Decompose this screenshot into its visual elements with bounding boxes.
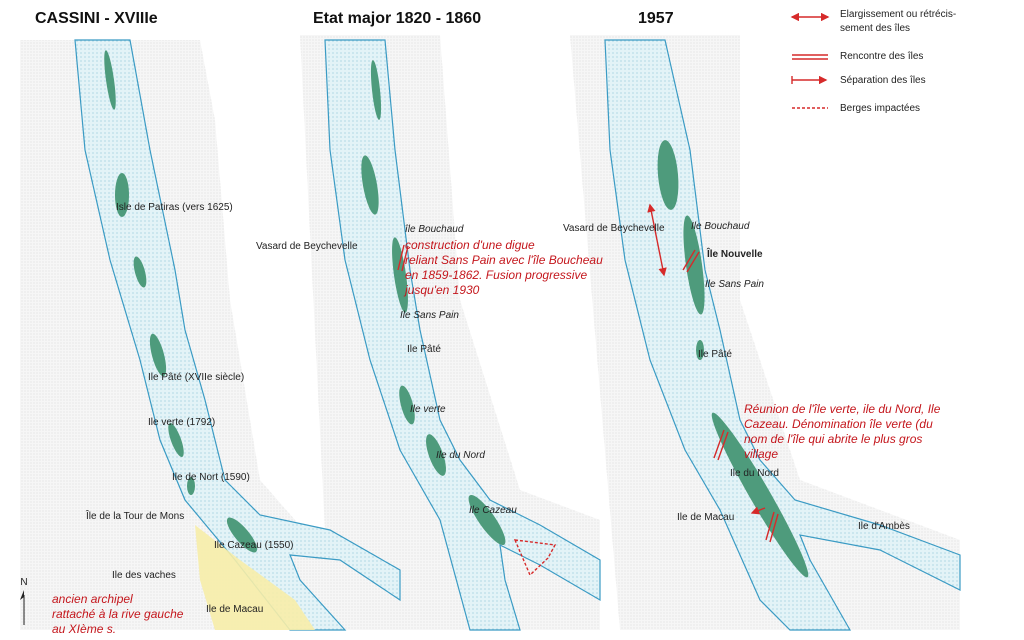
place-label: Ile des vaches	[112, 570, 176, 581]
place-label: Ile de Nort (1590)	[172, 472, 250, 483]
legend-label: Elargissement ou rétrécis-	[840, 9, 956, 20]
annotation-marks	[195, 203, 779, 630]
north-arrow: N	[20, 577, 28, 625]
legend-label: Berges impactées	[840, 103, 920, 114]
islands	[104, 50, 809, 578]
annotation: village	[744, 447, 778, 461]
place-label: Ile Sans Pain	[705, 279, 764, 290]
annotation: reliant Sans Pain avec l'île Boucheau	[405, 253, 603, 267]
place-label: Ile de Macau	[677, 512, 734, 523]
rivers	[74, 39, 961, 631]
legend-label: Séparation des îles	[840, 75, 926, 86]
annotation: rattaché à la rive gauche	[52, 607, 184, 621]
legend-label: sement des îles	[840, 23, 910, 34]
place-label: Vasard de Beychevelle	[256, 241, 358, 252]
place-label: Ile Pâté (XVIIe siècle)	[148, 372, 244, 383]
annotation: construction d'une digue	[405, 238, 535, 252]
legend: Elargissement ou rétrécis- sement des îl…	[790, 9, 956, 114]
annotation: ancien archipel	[52, 592, 133, 606]
place-label: île Bouchaud	[405, 224, 464, 235]
north-label: N	[20, 577, 27, 588]
place-label: Ile verte	[410, 404, 446, 415]
panel-title: 1957	[638, 10, 674, 27]
panel-title: CASSINI - XVIIIe	[35, 10, 158, 27]
place-label: Ile Bouchaud	[691, 221, 750, 232]
place-label: Ile Sans Pain	[400, 310, 459, 321]
place-label: Ile Cazeau	[469, 505, 517, 516]
place-label: Isle de Patiras (vers 1625)	[116, 202, 233, 213]
annotation: au XIème s.	[52, 622, 116, 636]
annotation: en 1859-1862. Fusion progressive	[405, 268, 587, 282]
place-label: Ile Pâté	[698, 349, 732, 360]
place-label: Ile du Nord	[730, 468, 779, 479]
place-label: Île Nouvelle	[706, 247, 763, 260]
place-label: Ile Cazeau (1550)	[214, 540, 294, 551]
place-label: Île de la Tour de Mons	[85, 509, 184, 522]
labels: CASSINI - XVIIIe Isle de Patiras (vers 16…	[35, 10, 941, 636]
place-label: Vasard de Beychevelle	[563, 223, 665, 234]
annotation: nom de l'île qui abrite le plus gros	[744, 432, 922, 446]
place-label: Ile verte (1792)	[148, 417, 215, 428]
legend-label: Rencontre des îles	[840, 51, 923, 62]
place-label: Ile d'Ambès	[858, 521, 910, 532]
panel-title: Etat major 1820 - 1860	[313, 10, 481, 27]
place-label: Ile Pâté	[407, 344, 441, 355]
place-label: Ile de Macau	[206, 604, 263, 615]
annotation: Réunion de l'île verte, ile du Nord, Ile	[744, 402, 941, 416]
annotation: jusqu'en 1930	[403, 283, 480, 297]
place-label: Ile du Nord	[436, 450, 485, 461]
annotation: Cazeau. Dénomination île verte (du	[744, 417, 933, 431]
